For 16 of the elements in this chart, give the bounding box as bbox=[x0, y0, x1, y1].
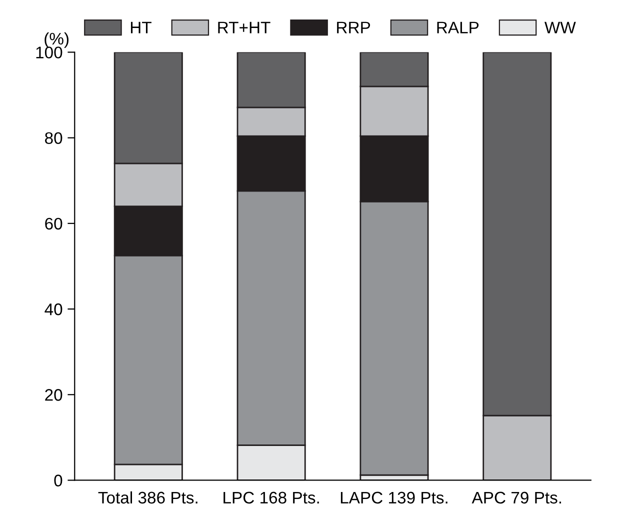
legend-label: RT+HT bbox=[218, 22, 270, 34]
y-tick-label: 80 bbox=[45, 132, 62, 144]
legend-label: RALP bbox=[437, 22, 479, 34]
y-tick-label: 60 bbox=[45, 218, 62, 230]
legend-label: HT bbox=[130, 22, 152, 34]
x-tick-label: LAPC 139 Pts. bbox=[340, 492, 448, 504]
y-tick-label: 20 bbox=[45, 389, 62, 401]
x-tick-label: LPC 168 Pts. bbox=[224, 492, 319, 504]
legend-label: RRP bbox=[337, 22, 370, 34]
y-tick-label: 100 bbox=[36, 46, 62, 58]
x-tick-label: APC 79 Pts. bbox=[472, 492, 562, 504]
y-tick-label: 0 bbox=[54, 474, 62, 486]
legend-label: WW bbox=[544, 22, 576, 34]
x-tick-label: Total 386 Pts. bbox=[98, 491, 198, 504]
y-axis-title: (%) bbox=[44, 32, 68, 48]
y-tick-label: 40 bbox=[44, 303, 62, 316]
